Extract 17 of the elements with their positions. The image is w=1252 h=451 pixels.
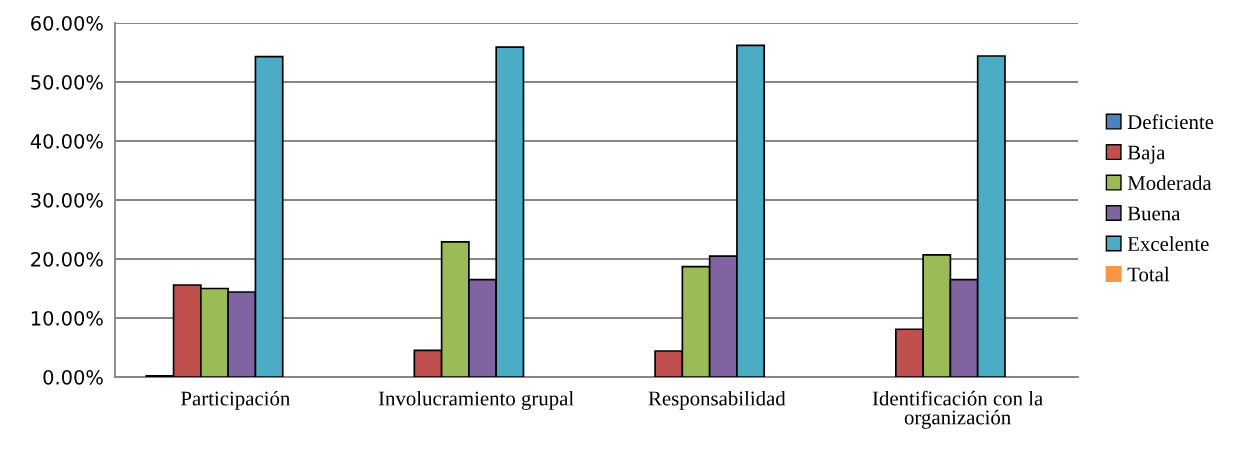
x-tick-label: Involucramiento grupal (378, 390, 574, 410)
y-tick-label: 10.00% (31, 310, 103, 326)
legend-label: Deficiente (1127, 114, 1214, 130)
legend-label: Excelente (1127, 236, 1209, 251)
x-tick-label: Participación (181, 390, 291, 410)
legend-label: Baja (1127, 145, 1166, 164)
legend-label: Moderada (1127, 175, 1212, 191)
x-tick-label: Identificación con la organización (872, 390, 1043, 429)
legend-label: Buena (1127, 206, 1181, 221)
y-tick-label: 20.00% (31, 251, 103, 267)
y-tick-label: 60.00% (31, 15, 103, 31)
y-tick-label: 0.00% (43, 369, 103, 385)
y-tick-label: 30.00% (31, 192, 103, 208)
x-tick-label: Responsabilidad (648, 390, 786, 410)
y-tick-label: 50.00% (31, 74, 103, 90)
legend-label: Total (1127, 266, 1170, 282)
y-tick-label: 40.00% (30, 133, 103, 149)
